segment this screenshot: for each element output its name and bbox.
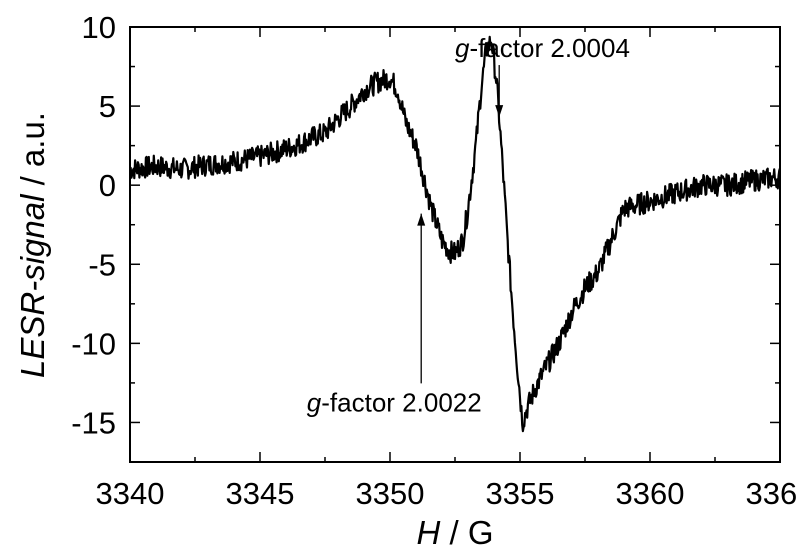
x-axis-symbol: H xyxy=(416,514,440,551)
annotation-text: -factor 2.0004 xyxy=(469,33,629,63)
x-tick-label: 3365 xyxy=(746,476,796,511)
x-tick-label: 3360 xyxy=(616,476,685,511)
x-axis-ticks xyxy=(129,27,781,462)
y-tick-label: 10 xyxy=(82,10,116,45)
annotation-italic-prefix: g xyxy=(455,33,470,63)
annotation-label: g-factor 2.0004 xyxy=(455,33,630,63)
x-axis-unit: / G xyxy=(440,514,493,551)
y-tick-label: 0 xyxy=(99,168,116,203)
y-axis-title: LESR-signal / a.u. xyxy=(14,112,51,378)
annotation-arrow-head xyxy=(495,105,504,118)
annotation-label: g-factor 2.0022 xyxy=(307,387,482,417)
x-tick-label: 3340 xyxy=(96,476,165,511)
annotation-text: -factor 2.0022 xyxy=(321,387,481,417)
esr-signal-line xyxy=(128,35,782,433)
x-axis-tick-labels: 3340 3345 3350 3355 3360 3365 xyxy=(96,476,796,511)
x-tick-label: 3345 xyxy=(226,476,295,511)
y-axis-tick-labels: 10 5 0 -5 -10 -15 xyxy=(71,10,116,440)
y-tick-label: -15 xyxy=(71,405,116,440)
annotation-arrow-head xyxy=(417,213,426,226)
y-tick-label: -10 xyxy=(71,326,116,361)
x-tick-label: 3355 xyxy=(486,476,555,511)
y-axis-ticks xyxy=(130,26,780,463)
y-axis-unit: / a.u. xyxy=(14,112,51,195)
x-tick-label: 3350 xyxy=(356,476,425,511)
y-tick-label: -5 xyxy=(88,247,116,282)
y-axis-symbol: LESR-signal xyxy=(14,193,51,378)
annotation-italic-prefix: g xyxy=(307,387,322,417)
x-axis-title: H / G xyxy=(416,514,493,551)
y-tick-label: 5 xyxy=(99,89,116,124)
